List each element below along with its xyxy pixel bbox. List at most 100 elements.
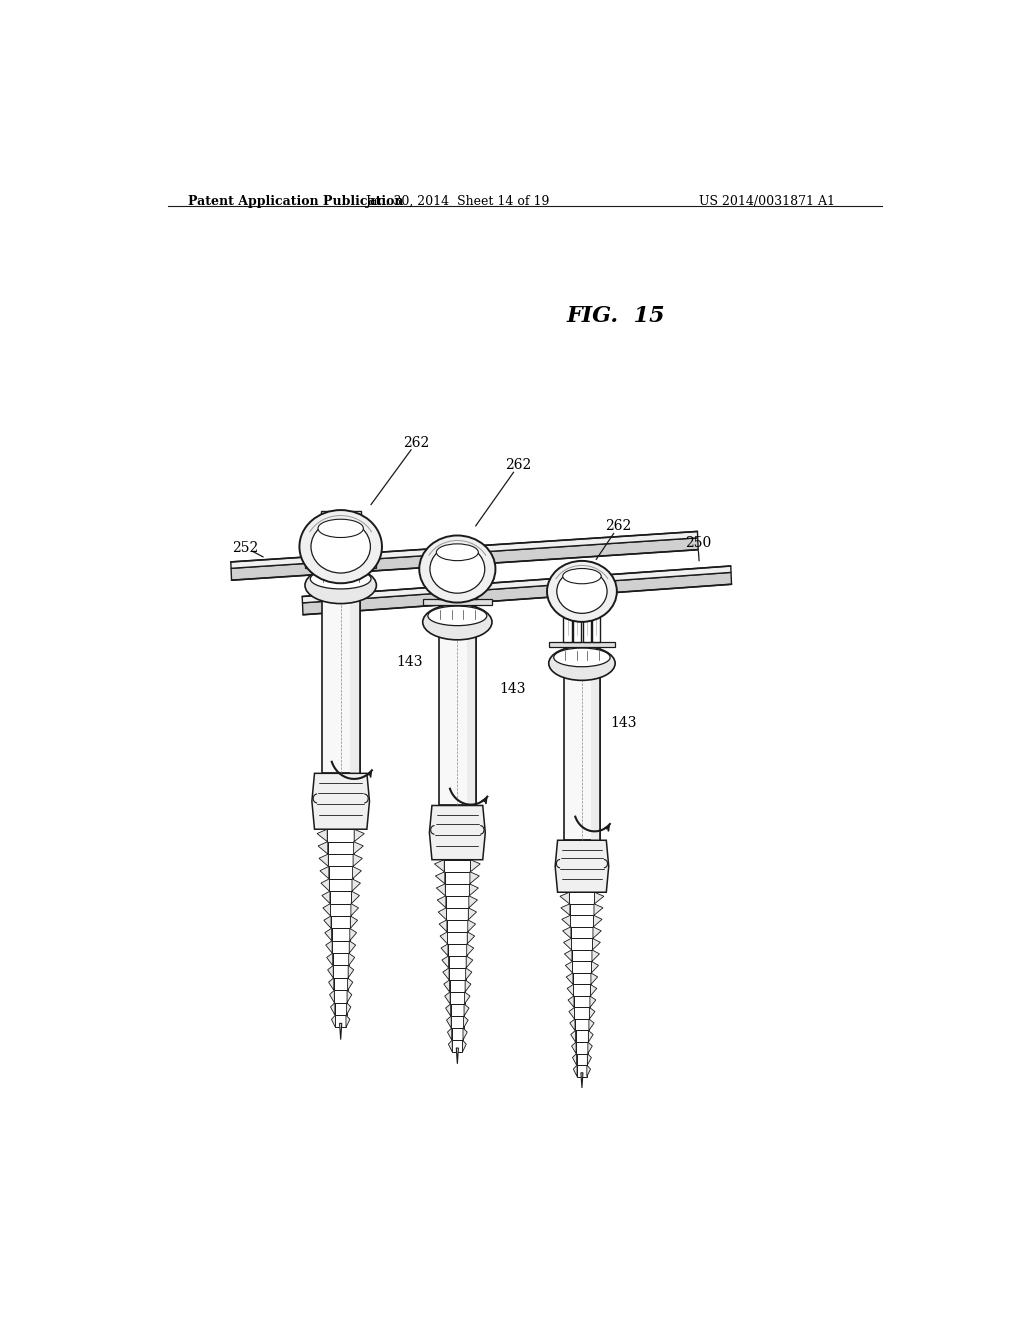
Polygon shape [445,884,469,896]
Polygon shape [329,854,353,866]
Polygon shape [350,570,359,774]
Polygon shape [561,904,570,915]
Polygon shape [333,965,348,978]
Polygon shape [466,956,473,968]
Polygon shape [231,537,698,581]
Polygon shape [591,973,598,985]
Polygon shape [330,891,351,904]
Ellipse shape [549,647,615,680]
Polygon shape [334,978,347,990]
Polygon shape [446,908,468,920]
Polygon shape [587,1065,591,1077]
Polygon shape [446,920,468,932]
Polygon shape [588,1041,592,1053]
Polygon shape [568,995,574,1007]
Text: FIG.  15: FIG. 15 [566,305,666,327]
Polygon shape [317,829,328,842]
Polygon shape [445,896,469,908]
Polygon shape [440,932,447,944]
Polygon shape [451,1005,464,1016]
Polygon shape [350,928,356,941]
Polygon shape [453,1040,463,1052]
Polygon shape [592,950,599,961]
Polygon shape [449,956,466,968]
Polygon shape [563,594,571,642]
Polygon shape [562,915,570,927]
Polygon shape [444,871,470,884]
Polygon shape [443,979,450,991]
Polygon shape [351,904,358,916]
Polygon shape [353,854,362,866]
Polygon shape [328,829,354,842]
Text: US 2014/0031871 A1: US 2014/0031871 A1 [699,195,836,209]
Polygon shape [450,979,465,991]
Polygon shape [350,916,357,928]
Polygon shape [566,973,573,985]
Ellipse shape [430,545,484,593]
Polygon shape [438,908,446,920]
Polygon shape [589,1031,593,1041]
Polygon shape [591,649,600,841]
Polygon shape [330,990,334,1003]
Polygon shape [329,978,334,990]
Polygon shape [346,1015,350,1027]
Polygon shape [333,953,349,965]
Polygon shape [435,871,444,884]
Polygon shape [569,892,595,904]
Polygon shape [594,915,602,927]
Ellipse shape [563,569,601,583]
Polygon shape [588,1053,592,1065]
Text: 143: 143 [500,682,526,696]
Polygon shape [463,1040,466,1052]
Polygon shape [592,961,599,973]
Polygon shape [572,961,592,973]
Text: 143: 143 [396,655,423,668]
Polygon shape [573,594,582,642]
Polygon shape [569,1019,575,1031]
Polygon shape [348,965,353,978]
Polygon shape [563,939,571,950]
Polygon shape [449,550,457,599]
Polygon shape [305,562,376,568]
Polygon shape [469,896,477,908]
Polygon shape [327,953,333,965]
Polygon shape [560,892,569,904]
Polygon shape [464,1016,468,1028]
Polygon shape [322,570,359,774]
Ellipse shape [547,561,616,622]
Polygon shape [346,1003,351,1015]
Polygon shape [331,1003,335,1015]
Polygon shape [444,991,451,1005]
Polygon shape [436,884,445,896]
Ellipse shape [423,605,492,640]
Polygon shape [441,944,447,956]
Polygon shape [564,649,600,841]
Polygon shape [347,978,353,990]
Polygon shape [577,1053,588,1065]
Polygon shape [340,1023,342,1040]
Polygon shape [564,950,572,961]
Polygon shape [341,511,350,562]
Polygon shape [467,607,476,805]
Polygon shape [451,991,465,1005]
Polygon shape [570,915,594,927]
Polygon shape [324,916,331,928]
Polygon shape [573,985,591,995]
Polygon shape [469,884,478,896]
Polygon shape [332,1015,336,1027]
Polygon shape [573,973,591,985]
Polygon shape [571,939,593,950]
Polygon shape [591,985,597,995]
Polygon shape [442,968,450,979]
Polygon shape [318,842,328,854]
Polygon shape [595,892,604,904]
Polygon shape [437,896,445,908]
Ellipse shape [436,544,478,561]
Polygon shape [571,1041,577,1053]
Polygon shape [463,1028,467,1040]
Polygon shape [573,1065,578,1077]
Polygon shape [590,995,596,1007]
Polygon shape [325,928,332,941]
Polygon shape [549,642,615,647]
Polygon shape [442,956,449,968]
